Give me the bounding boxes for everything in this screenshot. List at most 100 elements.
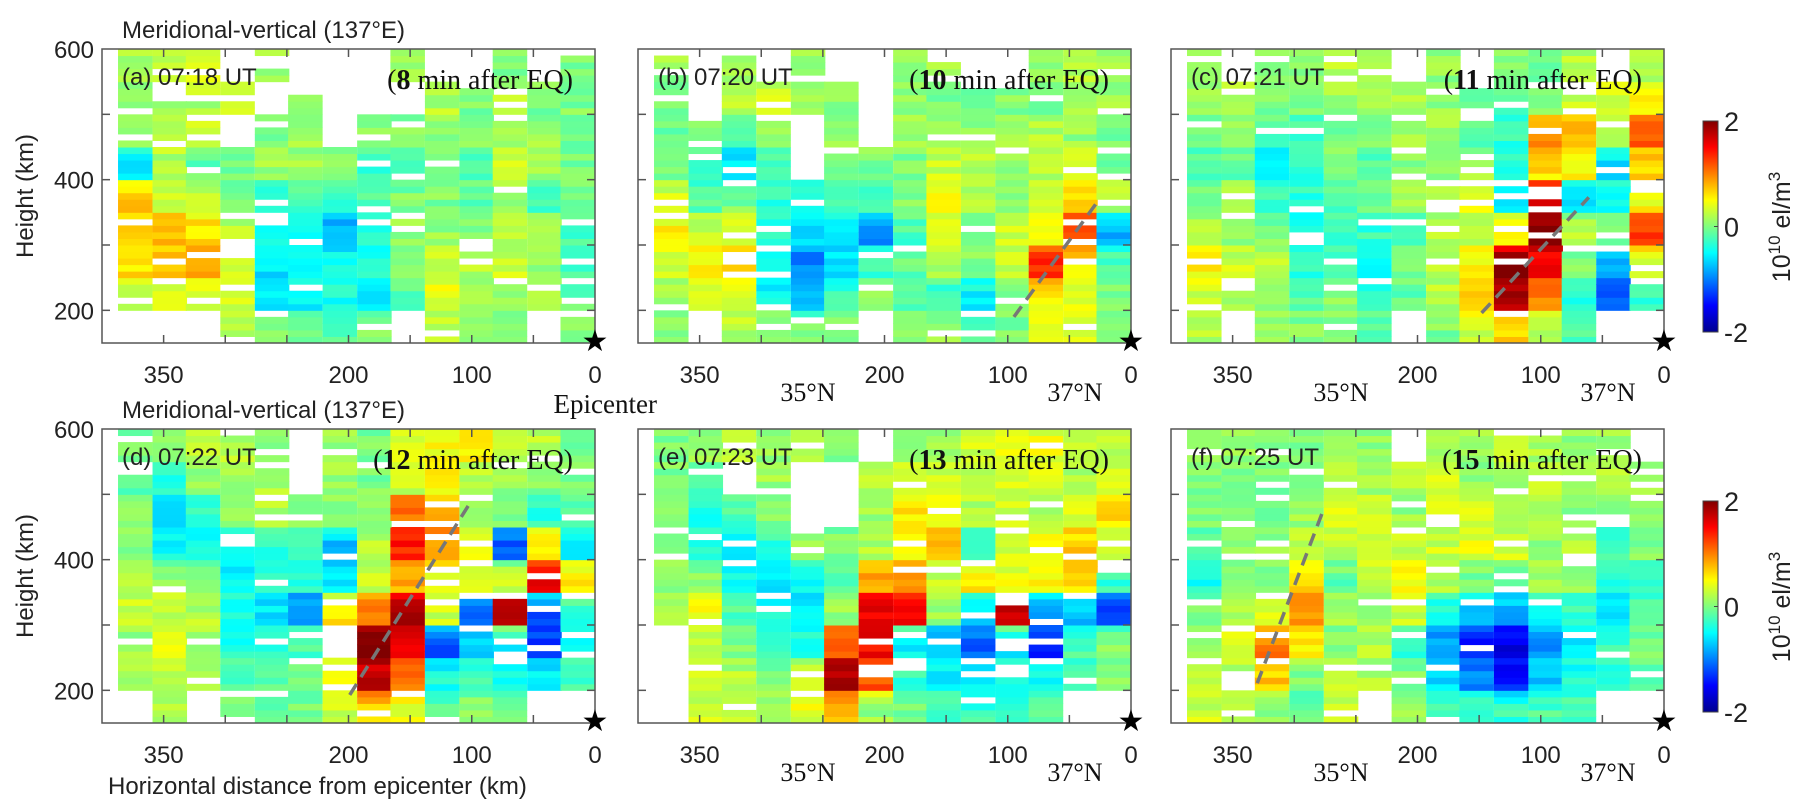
heatmap-cell	[1289, 435, 1324, 443]
heatmap-cell	[756, 618, 791, 626]
heatmap-cell	[118, 160, 153, 168]
heatmap-cell	[288, 644, 323, 652]
heatmap-cell	[152, 297, 188, 305]
heatmap-cell	[459, 429, 494, 437]
heatmap-cell	[1028, 166, 1064, 174]
heatmap-cell	[1289, 114, 1324, 122]
heatmap-cell	[1221, 631, 1257, 639]
heatmap-cell	[960, 284, 996, 292]
heatmap-cell	[1528, 461, 1563, 469]
heatmap-cell	[790, 55, 826, 63]
heatmap-cell	[858, 507, 894, 515]
heatmap-cell	[654, 513, 689, 521]
heatmap-cell	[824, 231, 859, 239]
heatmap-cell	[1596, 605, 1631, 613]
heatmap-cell	[390, 271, 425, 279]
heatmap-cell	[1063, 62, 1098, 70]
heatmap-cell	[1629, 513, 1665, 521]
heatmap-cell	[824, 553, 859, 561]
heatmap-cell	[459, 120, 494, 128]
heatmap-cell	[357, 481, 392, 489]
heatmap-cell	[1289, 611, 1324, 619]
heatmap-cell	[1028, 290, 1064, 298]
heatmap-cell	[1289, 290, 1324, 298]
heatmap-cell	[424, 461, 460, 469]
heatmap-cell	[1187, 297, 1222, 305]
heatmap-cell	[926, 336, 961, 344]
heatmap-cell	[721, 611, 757, 619]
heatmap-cell	[790, 225, 826, 233]
heatmap-cell	[424, 455, 460, 463]
heatmap-cell	[1028, 114, 1064, 122]
heatmap-cell	[960, 709, 996, 717]
heatmap-cell	[1561, 127, 1597, 135]
heatmap-cell	[1391, 690, 1427, 698]
heatmap-cell	[960, 448, 996, 456]
heatmap-cell	[152, 625, 188, 633]
heatmap-cell	[1528, 481, 1563, 489]
heatmap-cell	[1561, 186, 1597, 194]
heatmap-cell	[1221, 303, 1257, 311]
heatmap-cell	[357, 468, 392, 476]
heatmap-cell	[254, 245, 290, 253]
heatmap-cell	[858, 631, 894, 639]
heatmap-cell	[322, 474, 358, 482]
heatmap-cell	[1028, 212, 1064, 220]
heatmap-cell	[220, 231, 255, 239]
heatmap-cell	[1289, 690, 1324, 698]
heatmap-cell	[960, 173, 996, 181]
heatmap-cell	[1323, 186, 1359, 194]
heatmap-cell	[1493, 696, 1529, 704]
heatmap-cell	[527, 611, 562, 619]
heatmap-cell	[527, 494, 562, 502]
heatmap-cell	[654, 474, 689, 482]
heatmap-cell	[492, 579, 528, 587]
heatmap-cell	[893, 199, 928, 207]
heatmap-cell	[220, 205, 255, 213]
heatmap-cell	[1187, 114, 1222, 122]
heatmap-cell	[152, 101, 188, 109]
heatmap-cell	[118, 651, 153, 659]
x-tick-label: 0	[1124, 362, 1137, 389]
heatmap-cell	[654, 264, 689, 272]
x-tick-label: 0	[1657, 362, 1670, 389]
heatmap-cell	[1596, 160, 1631, 168]
heatmap-cell	[152, 435, 188, 443]
heatmap-cell	[357, 153, 392, 161]
x-tick-label: 0	[1124, 742, 1137, 769]
heatmap-cell	[254, 657, 290, 665]
heatmap-cell	[288, 546, 323, 554]
heatmap-cell	[185, 81, 221, 89]
heatmap-cell	[1254, 572, 1290, 580]
heatmap-cell	[424, 316, 460, 324]
heatmap-cell	[1426, 49, 1461, 57]
heatmap-cell	[926, 690, 961, 698]
heatmap-cell	[926, 527, 961, 535]
heatmap-cell	[152, 507, 188, 515]
heatmap-cell	[1528, 88, 1563, 96]
x-tick-label: 0	[588, 742, 601, 769]
heatmap-cell	[1323, 461, 1359, 469]
heatmap-cell	[357, 618, 392, 626]
heatmap-cell	[1063, 212, 1098, 220]
heatmap-cell	[390, 494, 425, 502]
heatmap-cell	[322, 179, 358, 187]
heatmap-cell	[390, 303, 425, 311]
heatmap-cell	[288, 696, 323, 704]
heatmap-cell	[926, 572, 961, 580]
heatmap-cell	[357, 258, 392, 266]
heatmap-cell	[424, 179, 460, 187]
heatmap-cell	[357, 271, 392, 279]
heatmap-cell	[926, 88, 961, 96]
heatmap-cell	[1254, 186, 1290, 194]
heatmap-cell	[185, 598, 221, 606]
heatmap-cell	[688, 277, 724, 285]
heatmap-cell	[1323, 88, 1359, 96]
heatmap-cell	[322, 192, 358, 200]
heatmap-cell	[424, 120, 460, 128]
heatmap-cell	[1221, 585, 1257, 593]
heatmap-cell	[756, 140, 791, 148]
heatmap-cell	[118, 179, 153, 187]
heatmap-cell	[185, 284, 221, 292]
heatmap-cell	[721, 88, 757, 96]
